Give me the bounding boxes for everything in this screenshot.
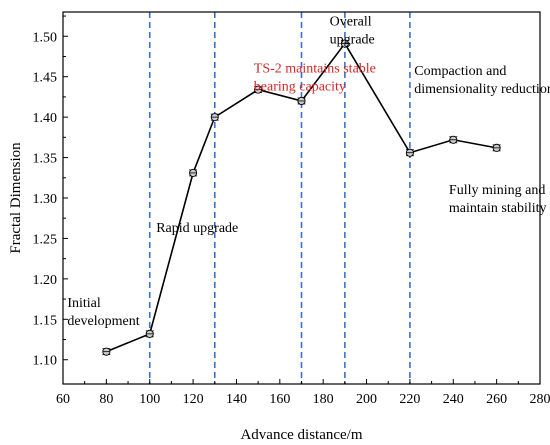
y-tick-label: 1.35 — [33, 152, 58, 167]
x-tick-label: 220 — [399, 392, 420, 407]
x-tick-label: 200 — [356, 392, 377, 407]
x-tick-label: 140 — [226, 392, 247, 407]
data-point — [405, 148, 414, 157]
phase-annotation: Rapid upgrade — [156, 221, 238, 236]
data-point — [340, 39, 349, 48]
axis-ticks: 60 80 100 120 140 160 180 200 220 240 260 280 1.10 1.… — [33, 15, 550, 407]
x-tick-label: 280 — [530, 392, 550, 407]
data-point — [102, 347, 111, 356]
series-line — [106, 42, 497, 353]
data-point — [145, 329, 154, 338]
data-point — [492, 143, 501, 152]
phase-annotation: Overall upgrade — [330, 15, 375, 48]
data-point — [449, 135, 458, 144]
phase-annotation: Fully mining and maintain stability — [449, 183, 547, 216]
y-tick-label: 1.50 — [33, 30, 58, 45]
phase-annotation: Initial development — [67, 296, 139, 329]
annotations: Initial development Rapid upgrade TS-2 main… — [67, 15, 550, 329]
x-tick-label: 180 — [313, 392, 334, 407]
y-tick-label: 1.20 — [33, 273, 58, 288]
y-axis-title: Fractal Dimension — [8, 142, 24, 254]
y-tick-label: 1.15 — [33, 313, 58, 328]
phase-annotation: Compaction and dimensionality reduction — [414, 64, 550, 97]
x-tick-label: 80 — [99, 392, 113, 407]
y-tick-label: 1.25 — [33, 232, 58, 247]
data-point — [189, 168, 198, 177]
y-tick-label: 1.40 — [33, 111, 58, 126]
x-tick-label: 120 — [183, 392, 204, 407]
y-tick-label: 1.10 — [33, 354, 58, 369]
data-point — [210, 113, 219, 122]
data-point — [254, 85, 263, 94]
y-tick-label: 1.45 — [33, 71, 58, 86]
x-tick-label: 260 — [486, 392, 507, 407]
series-layer — [102, 39, 501, 356]
y-tick-label: 1.30 — [33, 192, 58, 207]
data-point — [297, 96, 306, 106]
phase-annotation: TS-2 maintains stable bearing capacity — [254, 62, 376, 95]
phase-lines — [148, 12, 411, 384]
x-tick-label: 60 — [56, 392, 70, 407]
x-tick-label: 160 — [269, 392, 290, 407]
x-axis-title: Advance distance/m — [240, 427, 362, 443]
x-tick-label: 100 — [139, 392, 160, 407]
x-tick-label: 240 — [443, 392, 464, 407]
